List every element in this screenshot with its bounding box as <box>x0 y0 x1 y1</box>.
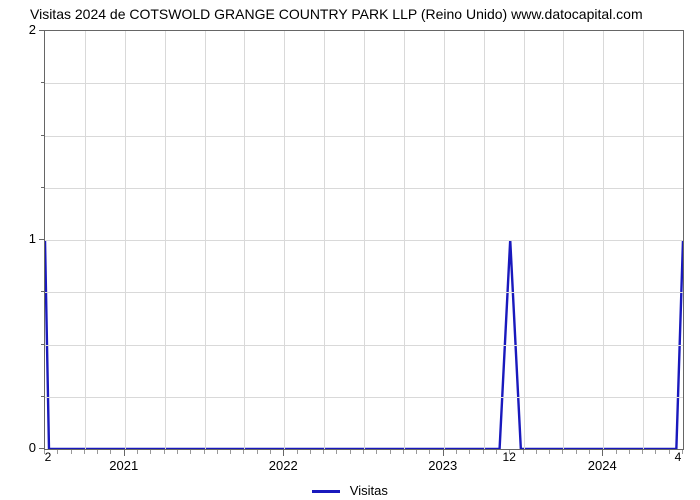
x-axis-tick-minor <box>190 450 191 454</box>
x-axis-tick-minor <box>536 450 537 454</box>
x-axis-tick-minor <box>523 450 524 454</box>
chart-container: Visitas 2024 de COTSWOLD GRANGE COUNTRY … <box>0 0 700 500</box>
x-axis-tick-label: 2023 <box>428 458 457 473</box>
x-axis-tick-minor <box>323 450 324 454</box>
legend-swatch <box>312 490 340 493</box>
x-axis-tick-minor <box>71 450 72 454</box>
x-axis-tick-minor <box>84 450 85 454</box>
gridline-horizontal <box>45 188 683 189</box>
x-axis-tick-minor <box>336 450 337 454</box>
x-axis-tick-minor <box>576 450 577 454</box>
y-axis-tick-label: 1 <box>6 231 36 246</box>
x-axis-tick-minor <box>297 450 298 454</box>
x-axis-tick-minor <box>110 450 111 454</box>
plot-area <box>44 30 684 450</box>
x-axis-tick-minor <box>616 450 617 454</box>
legend: Visitas <box>0 483 700 498</box>
x-axis-tick-minor <box>376 450 377 454</box>
x-axis-tick-minor <box>204 450 205 454</box>
data-point-label: 12 <box>503 450 516 464</box>
x-axis-tick <box>283 450 284 456</box>
y-axis-tick-label: 2 <box>6 22 36 37</box>
y-axis-tick-minor <box>41 187 44 188</box>
y-axis-tick-minor <box>41 82 44 83</box>
x-axis-tick-minor <box>496 450 497 454</box>
x-axis-tick-minor <box>150 450 151 454</box>
y-axis-tick-minor <box>41 291 44 292</box>
x-axis-tick-minor <box>403 450 404 454</box>
x-axis-tick-minor <box>177 450 178 454</box>
legend-label: Visitas <box>350 483 388 498</box>
x-axis-tick-minor <box>483 450 484 454</box>
x-axis-tick <box>443 450 444 456</box>
y-axis-tick-minor <box>41 396 44 397</box>
x-axis-tick-minor <box>589 450 590 454</box>
x-axis-tick-minor <box>469 450 470 454</box>
gridline-horizontal <box>45 292 683 293</box>
x-axis-tick-label: 2022 <box>269 458 298 473</box>
y-axis-tick-label: 0 <box>6 440 36 455</box>
x-axis-tick-minor <box>243 450 244 454</box>
x-axis-tick-minor <box>429 450 430 454</box>
x-axis-tick-minor <box>456 450 457 454</box>
x-axis-tick-minor <box>257 450 258 454</box>
y-axis-tick <box>39 448 44 449</box>
gridline-horizontal <box>45 240 683 241</box>
x-axis-tick <box>124 450 125 456</box>
x-axis-tick-minor <box>350 450 351 454</box>
x-axis-tick-label: 2024 <box>588 458 617 473</box>
x-axis-tick-minor <box>669 450 670 454</box>
x-axis-tick <box>602 450 603 456</box>
gridline-horizontal <box>45 136 683 137</box>
x-axis-tick-minor <box>416 450 417 454</box>
x-axis-tick-minor <box>97 450 98 454</box>
x-axis-tick-minor <box>642 450 643 454</box>
y-axis-tick <box>39 30 44 31</box>
data-point-label: 2 <box>45 450 52 464</box>
x-axis-tick-minor <box>310 450 311 454</box>
y-axis-tick-minor <box>41 135 44 136</box>
x-axis-tick-minor <box>549 450 550 454</box>
x-axis-tick-minor <box>217 450 218 454</box>
x-axis-tick-minor <box>57 450 58 454</box>
x-axis-tick-minor <box>230 450 231 454</box>
data-point-label: 4 <box>675 450 682 464</box>
chart-title: Visitas 2024 de COTSWOLD GRANGE COUNTRY … <box>30 6 643 22</box>
x-axis-tick-minor <box>164 450 165 454</box>
gridline-horizontal <box>45 345 683 346</box>
x-axis-tick-minor <box>390 450 391 454</box>
x-axis-tick-minor <box>270 450 271 454</box>
gridline-horizontal <box>45 397 683 398</box>
x-axis-tick-label: 2021 <box>109 458 138 473</box>
x-axis-tick-minor <box>629 450 630 454</box>
x-axis-tick-minor <box>655 450 656 454</box>
x-axis-tick-minor <box>562 450 563 454</box>
y-axis-tick <box>39 239 44 240</box>
x-axis-tick-minor <box>682 450 683 454</box>
gridline-horizontal <box>45 83 683 84</box>
x-axis-tick-minor <box>363 450 364 454</box>
x-axis-tick-minor <box>137 450 138 454</box>
y-axis-tick-minor <box>41 344 44 345</box>
